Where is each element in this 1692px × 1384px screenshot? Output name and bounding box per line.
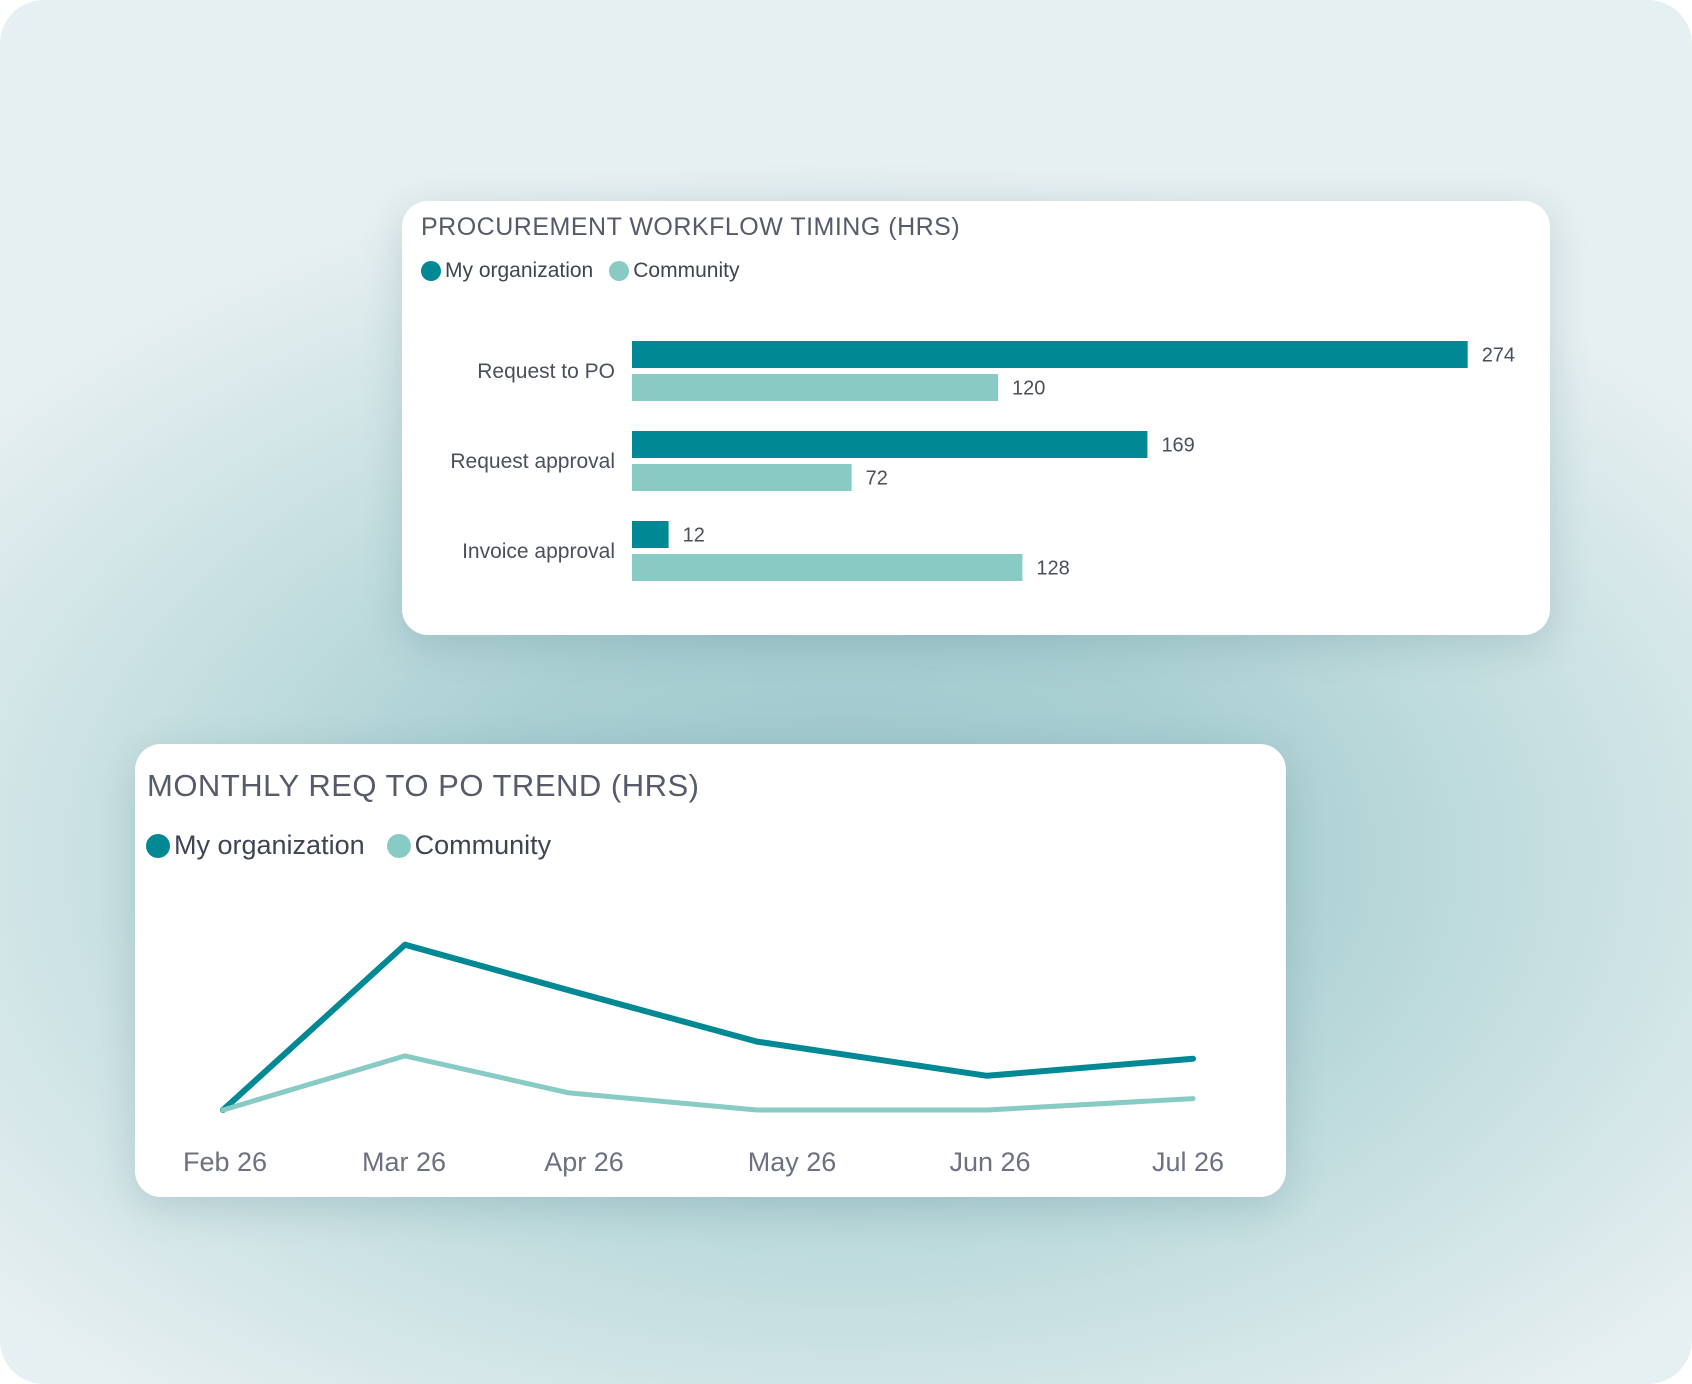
- legend-label-community: Community: [414, 830, 552, 860]
- series-line-community: [220, 1053, 1196, 1113]
- bar-my-organization-request-to-po: [632, 341, 1468, 368]
- legend-label-my-organization: My organization: [174, 830, 365, 860]
- data-label-my-organization-invoice-approval: 12: [683, 525, 705, 547]
- x-tick-label-apr-26: Apr 26: [544, 1147, 624, 1177]
- workflow-timing-card: PROCUREMENT WORKFLOW TIMING (HRS) My org…: [402, 201, 1550, 635]
- data-label-my-organization-request-to-po: 274: [1482, 345, 1515, 367]
- x-tick-label-jun-26: Jun 26: [949, 1147, 1030, 1177]
- req-to-po-trend-line-chart: Feb 26 Mar 26 Apr 26 May 26 Jun 26 Jul 26: [183, 941, 1224, 1177]
- workflow-timing-bar-chart: Request to PO 274 120 Request approval 169 72…: [450, 341, 1515, 581]
- category-label-request-approval: Request approval: [450, 450, 615, 473]
- data-label-community-request-to-po: 120: [1012, 378, 1045, 400]
- category-label-invoice-approval: Invoice approval: [462, 540, 615, 563]
- data-label-community-request-approval: 72: [866, 468, 888, 490]
- community-dot-icon: [609, 261, 630, 281]
- data-label-my-organization-request-approval: 169: [1161, 435, 1194, 457]
- community-dot-icon: [386, 833, 411, 858]
- my-organization-dot-icon: [421, 261, 441, 281]
- legend-item-community[interactable]: Community: [609, 259, 739, 283]
- legend-label-community: Community: [633, 259, 740, 282]
- series-line-my-organization: [220, 941, 1196, 1113]
- workflow-timing-title: PROCUREMENT WORKFLOW TIMING (HRS): [421, 213, 961, 241]
- bar-my-organization-invoice-approval: [632, 521, 669, 548]
- bar-my-organization-request-approval: [632, 431, 1148, 458]
- x-tick-label-jul-26: Jul 26: [1152, 1147, 1224, 1177]
- workflow-timing-legend: My organization Community: [421, 259, 739, 283]
- bar-community-request-to-po: [632, 374, 998, 401]
- legend-item-my-organization[interactable]: My organization: [146, 830, 365, 861]
- x-tick-label-feb-26: Feb 26: [183, 1147, 267, 1177]
- category-label-request-to-po: Request to PO: [477, 360, 615, 383]
- data-label-community-invoice-approval: 128: [1036, 558, 1069, 580]
- bar-community-invoice-approval: [632, 554, 1023, 581]
- req-to-po-trend-legend: My organization Community: [146, 830, 551, 861]
- x-tick-label-mar-26: Mar 26: [362, 1147, 446, 1177]
- req-to-po-trend-title: MONTHLY REQ TO PO TREND (HRS): [147, 768, 700, 803]
- x-tick-label-may-26: May 26: [748, 1147, 837, 1177]
- legend-item-community[interactable]: Community: [386, 830, 552, 861]
- my-organization-dot-icon: [146, 833, 170, 858]
- legend-label-my-organization: My organization: [445, 259, 594, 282]
- req-to-po-trend-card: MONTHLY REQ TO PO TREND (HRS) My organiz…: [135, 744, 1286, 1197]
- legend-item-my-organization[interactable]: My organization: [421, 259, 593, 283]
- bar-community-request-approval: [632, 464, 852, 491]
